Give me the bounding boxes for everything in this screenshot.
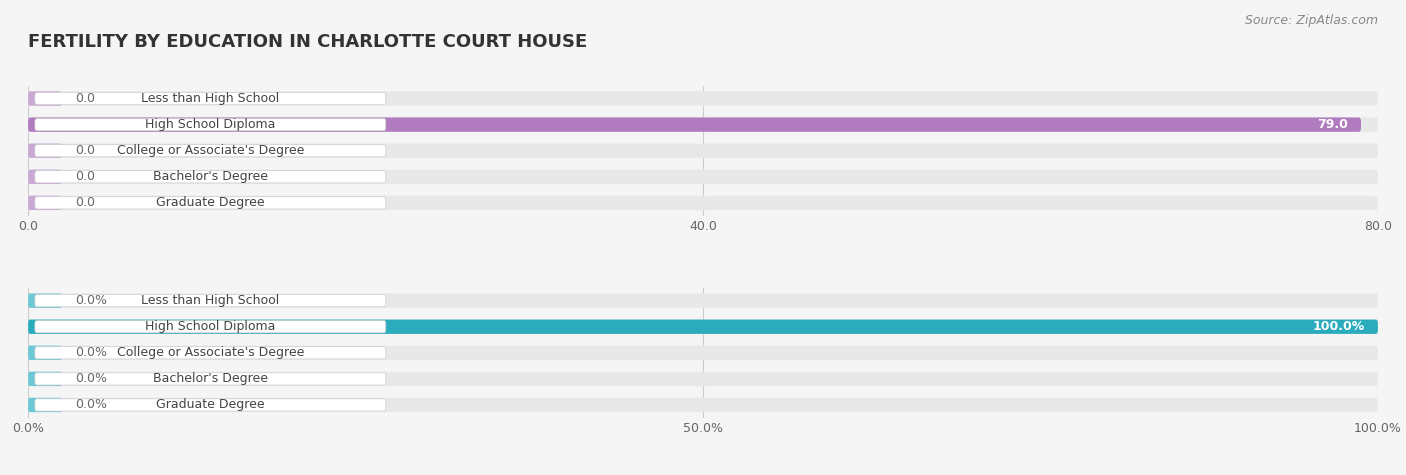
Text: Bachelor's Degree: Bachelor's Degree (153, 372, 267, 385)
Text: Graduate Degree: Graduate Degree (156, 196, 264, 209)
FancyBboxPatch shape (28, 294, 62, 308)
Text: 79.0: 79.0 (1316, 118, 1347, 131)
Text: 0.0: 0.0 (76, 144, 96, 157)
FancyBboxPatch shape (28, 117, 1361, 132)
FancyBboxPatch shape (35, 197, 385, 209)
FancyBboxPatch shape (28, 170, 1378, 184)
FancyBboxPatch shape (35, 93, 385, 104)
FancyBboxPatch shape (28, 320, 1378, 334)
FancyBboxPatch shape (28, 372, 1378, 386)
FancyBboxPatch shape (35, 373, 385, 385)
FancyBboxPatch shape (28, 143, 1378, 158)
FancyBboxPatch shape (35, 171, 385, 183)
Text: Source: ZipAtlas.com: Source: ZipAtlas.com (1244, 14, 1378, 27)
FancyBboxPatch shape (28, 294, 1378, 308)
Text: College or Associate's Degree: College or Associate's Degree (117, 346, 304, 359)
Text: 0.0%: 0.0% (76, 346, 107, 359)
FancyBboxPatch shape (28, 196, 62, 210)
FancyBboxPatch shape (28, 320, 1378, 334)
FancyBboxPatch shape (28, 170, 62, 184)
Text: 0.0%: 0.0% (76, 294, 107, 307)
Text: Less than High School: Less than High School (141, 294, 280, 307)
Text: College or Associate's Degree: College or Associate's Degree (117, 144, 304, 157)
FancyBboxPatch shape (35, 399, 385, 411)
FancyBboxPatch shape (35, 321, 385, 333)
Text: High School Diploma: High School Diploma (145, 118, 276, 131)
FancyBboxPatch shape (28, 372, 62, 386)
FancyBboxPatch shape (28, 196, 1378, 210)
Text: 0.0: 0.0 (76, 196, 96, 209)
Text: 0.0%: 0.0% (76, 399, 107, 411)
FancyBboxPatch shape (35, 294, 385, 307)
Text: 0.0: 0.0 (76, 170, 96, 183)
FancyBboxPatch shape (35, 118, 385, 131)
Text: Bachelor's Degree: Bachelor's Degree (153, 170, 267, 183)
Text: 0.0%: 0.0% (76, 372, 107, 385)
Text: Less than High School: Less than High School (141, 92, 280, 105)
FancyBboxPatch shape (28, 143, 62, 158)
FancyBboxPatch shape (28, 398, 62, 412)
FancyBboxPatch shape (35, 144, 385, 157)
FancyBboxPatch shape (28, 346, 1378, 360)
FancyBboxPatch shape (35, 347, 385, 359)
Text: FERTILITY BY EDUCATION IN CHARLOTTE COURT HOUSE: FERTILITY BY EDUCATION IN CHARLOTTE COUR… (28, 33, 588, 51)
FancyBboxPatch shape (28, 398, 1378, 412)
FancyBboxPatch shape (28, 91, 1378, 106)
Text: High School Diploma: High School Diploma (145, 320, 276, 333)
FancyBboxPatch shape (28, 346, 62, 360)
Text: 0.0: 0.0 (76, 92, 96, 105)
Text: Graduate Degree: Graduate Degree (156, 399, 264, 411)
FancyBboxPatch shape (28, 117, 1378, 132)
Text: 100.0%: 100.0% (1312, 320, 1364, 333)
FancyBboxPatch shape (28, 91, 62, 106)
